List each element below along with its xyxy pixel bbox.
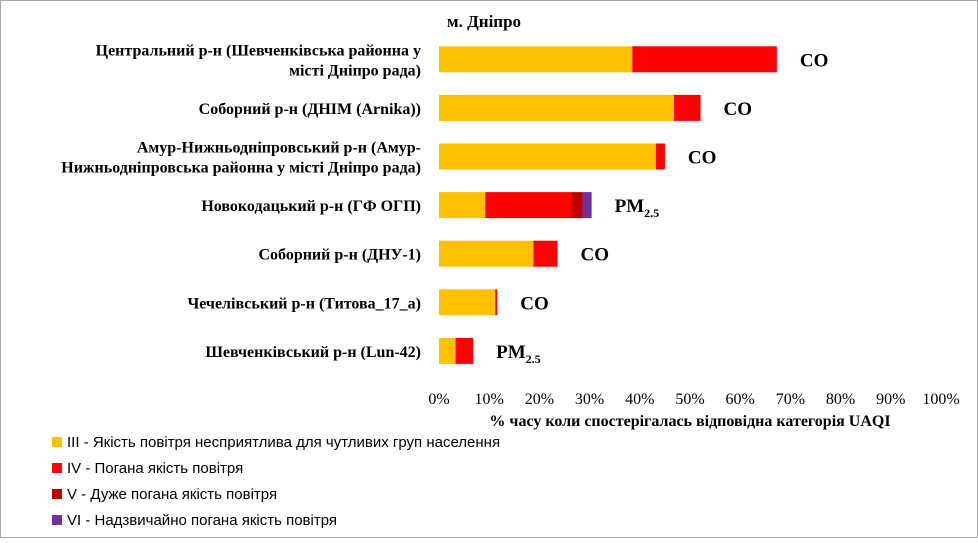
legend-swatch [52,489,62,499]
bar-segment [439,240,534,267]
pollutant-main: CO [520,293,549,314]
x-tick-label: 40% [625,391,654,408]
bar-segment [495,289,498,316]
x-tick-label: 20% [525,391,554,408]
bar-segment [655,143,665,170]
legend-label: VI - Надзвичайно погана якість повітря [67,512,337,529]
bar-segment [439,143,656,170]
bar-segment [439,192,486,219]
x-tick-label: 30% [575,391,604,408]
category-label: Шевченківський р-н (Lun-42) [205,344,421,361]
legend-label: IV - Погана якість повітря [67,460,243,477]
pollutant-label: CO [520,293,549,314]
category-label: місті Дніпро рада) [289,62,421,79]
x-tick-label: 100% [922,391,959,408]
pollutant-subscript: 2.5 [526,352,541,366]
bar-segment [439,337,456,364]
pollutant-main: CO [800,50,829,71]
x-tick-label: 90% [876,391,905,408]
pollutant-label: CO [688,148,717,169]
bar-segment [533,240,558,267]
pollutant-label: CO [580,245,609,266]
legend: III - Якість повітря несприятлива для чу… [52,434,500,529]
x-tick-label: 10% [475,391,504,408]
pollutant-main: CO [688,148,717,169]
category-label: Центральний р-н (Шевченківська районна у [96,42,421,59]
x-tick-label: 0% [428,391,449,408]
legend-swatch [52,463,62,473]
plot-area: 0% 10% 20% 30% 40% 50% 60% 70% 80% 90% 100% Централ… [61,42,959,408]
pollutant-label: PM2.5 [615,196,660,220]
pollutant-main: PM [496,342,526,363]
x-axis-label: % часу коли спостерігалась відповідна ка… [489,413,890,430]
legend-label: III - Якість повітря несприятлива для чу… [67,434,500,451]
legend-swatch [52,515,62,525]
category-label: Соборний р-н (ДНІМ (Arnika)) [199,101,421,118]
bar-segment [439,94,674,121]
legend-label: V - Дуже погана якість повітря [67,486,277,503]
category-label: Новокодацький р-н (ГФ ОГП) [201,198,421,215]
category-label: Амур-Нижньодніпровський р-н (Амур- [137,140,421,157]
legend-swatch [52,437,62,447]
x-tick-label: 80% [826,391,855,408]
category-label: Чечелівський р-н (Титова_17_а) [187,295,421,312]
x-tick-label: 60% [726,391,755,408]
bar-segment [571,192,583,219]
chart-title: м. Дніпро [447,12,521,31]
bar-segment [582,192,592,219]
pollutant-main: CO [580,245,609,266]
bar-segment [632,46,777,73]
pollutant-subscript: 2.5 [644,206,659,220]
category-label: Нижньодніпровська районна у місті Дніпро… [61,160,421,177]
bar-segment [455,337,474,364]
bar-segment [485,192,572,219]
bar-segment [439,46,633,73]
bar-segment [673,94,701,121]
pollutant-label: PM2.5 [496,342,541,366]
x-tick-label: 70% [776,391,805,408]
x-tick-label: 50% [675,391,704,408]
pollutant-main: PM [615,196,645,217]
category-label: Соборний р-н (ДНУ-1) [258,247,421,264]
pollutant-main: CO [724,99,753,120]
bar-segment [439,289,496,316]
pollutant-label: CO [724,99,753,120]
pollutant-label: CO [800,50,829,71]
